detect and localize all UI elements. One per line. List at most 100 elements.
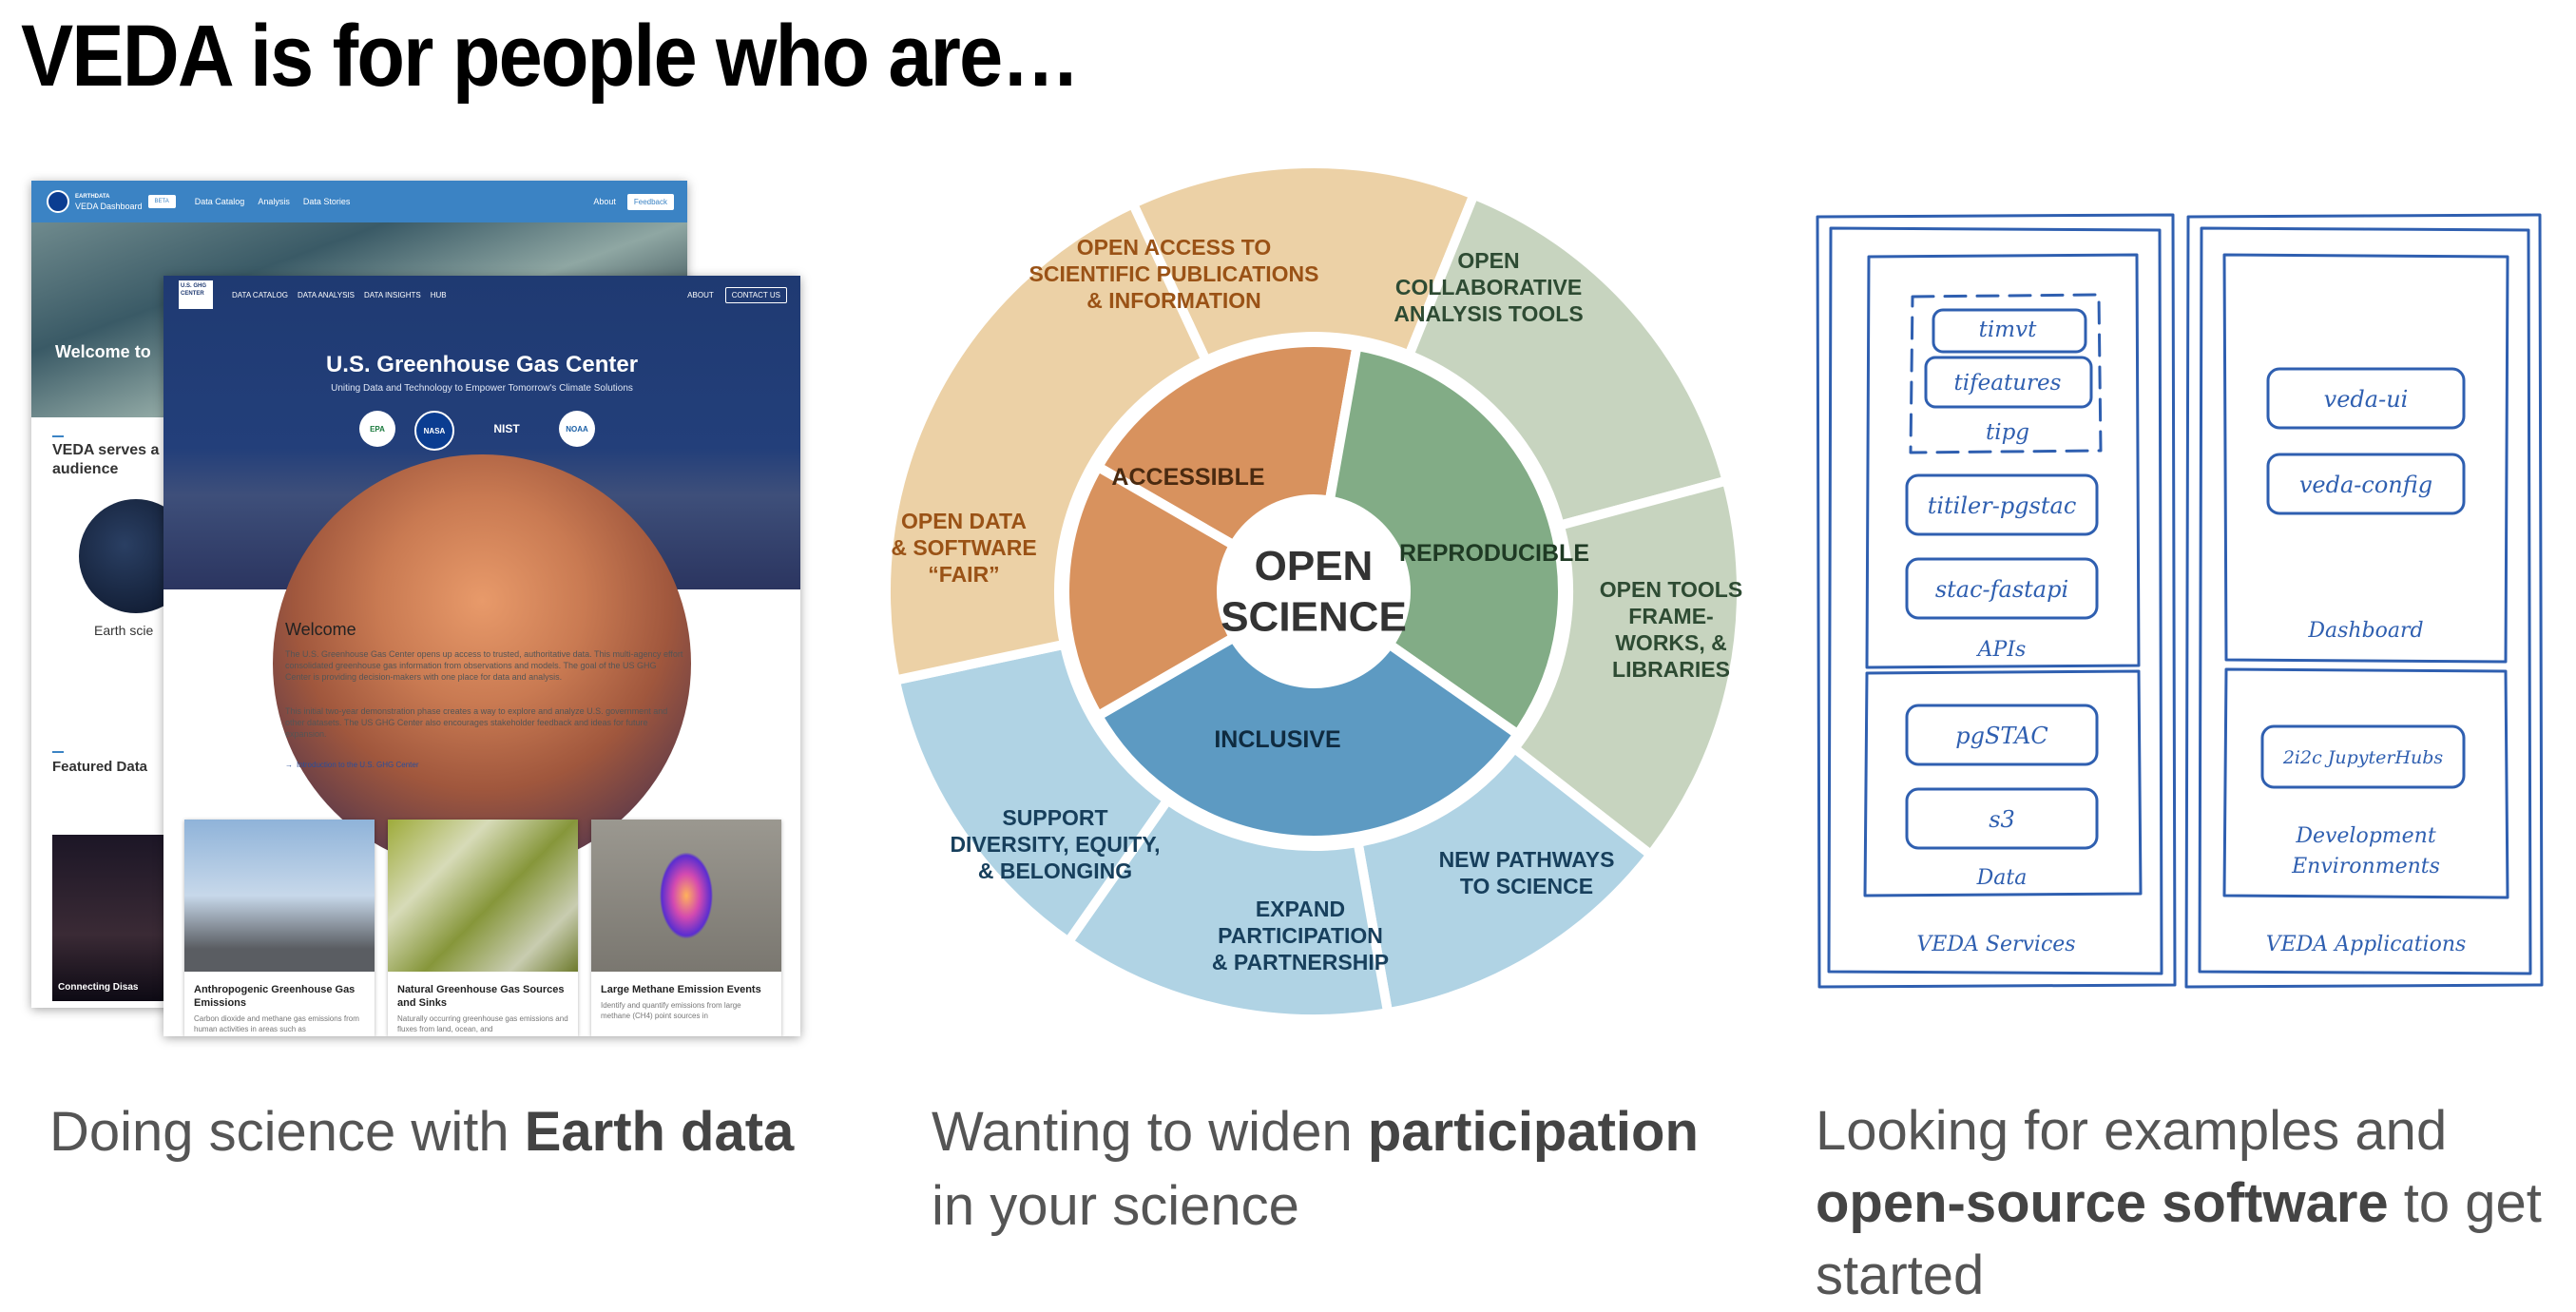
open-science-wheel: OPEN SCIENCE ACCESSIBLE REPRODUCIBLE INCLUSI…	[884, 159, 1746, 1024]
veda-applications-label: VEDA Applications	[2266, 933, 2467, 956]
s3-pill	[1905, 787, 2099, 850]
dataset-card[interactable]: Anthropogenic Greenhouse Gas Emissions C…	[184, 820, 375, 1036]
hero-welcome-text: Welcome to	[55, 342, 151, 361]
ghg-nav-about[interactable]: ABOUT	[687, 290, 714, 299]
support-diversity-label-line: DIVERSITY, EQUITY,	[950, 832, 1160, 857]
veda-services-label: VEDA Services	[1916, 933, 2075, 956]
new-pathways-label-line: NEW PATHWAYS	[1439, 847, 1615, 872]
open-access-label: OPEN ACCESS TO SCIENTIFIC PUBLICATIONS & I…	[1029, 235, 1319, 313]
planet-image	[273, 454, 691, 873]
reproducible-label-line: REPRODUCIBLE	[1399, 540, 1589, 567]
nist-logo-icon: NIST	[493, 422, 520, 435]
veda-ui-pill	[2266, 367, 2466, 430]
agency-logos: EPA NASA NIST NOAA	[359, 411, 595, 451]
caption-earth-data: Doing science with Earth data	[49, 1101, 795, 1163]
segment-collab-tools	[1402, 188, 1733, 531]
data-label: Data	[1976, 866, 2028, 890]
segment-open-tools	[1508, 474, 1746, 862]
dataset-card[interactable]: Large Methane Emission Events Identify a…	[591, 820, 781, 1036]
segment-support-diversity	[889, 638, 1175, 949]
timvt-pill	[1932, 308, 2087, 354]
smokestack-image	[184, 820, 375, 972]
dashboard-box	[2222, 253, 2509, 664]
veda-ui-label: veda-ui	[2324, 386, 2409, 413]
wheel-center	[1217, 494, 1411, 688]
expand-participation-label: EXPAND PARTICIPATION & PARTNERSHIP	[1212, 897, 1389, 974]
applications-frame	[2184, 213, 2544, 989]
open-tools-label-line: LIBRARIES	[1612, 657, 1730, 682]
section-accent	[52, 435, 64, 437]
pgstac-pill	[1905, 704, 2099, 766]
inclusive-label-line: INCLUSIVE	[1214, 726, 1340, 753]
open-data-label: OPEN DATA & SOFTWARE “FAIR”	[891, 509, 1036, 587]
ghg-nav-hub[interactable]: HUB	[430, 290, 447, 299]
expand-participation-label-line: & PARTNERSHIP	[1212, 950, 1389, 974]
epa-logo-icon: EPA	[359, 411, 395, 447]
card-description: Identify and quantify emissions from lar…	[601, 1001, 741, 1020]
card-title: Anthropogenic Greenhouse Gas Emissions	[194, 984, 356, 1009]
dataset-card[interactable]: Natural Greenhouse Gas Sources and Sinks…	[388, 820, 578, 1036]
apis-box	[1865, 253, 2141, 669]
veda-config-label: veda-config	[2299, 472, 2432, 498]
support-diversity-label-line: SUPPORT	[1002, 805, 1107, 830]
caption-participation: Wanting to widen participation in your s…	[932, 1101, 1699, 1237]
nav-analysis[interactable]: Analysis	[258, 197, 290, 206]
segment-open-data	[884, 197, 1213, 686]
veda-config-pill	[2266, 453, 2466, 515]
services-frame	[1816, 213, 2177, 989]
methane-plume-image	[591, 820, 781, 972]
open-tools-label-line: FRAME-	[1628, 604, 1713, 628]
card-description: Carbon dioxide and methane gas emissions…	[194, 1014, 359, 1033]
new-pathways-label-line: TO SCIENCE	[1460, 874, 1593, 898]
open-access-label-line: OPEN ACCESS TO	[1077, 235, 1271, 260]
stac-fastapi-pill	[1905, 557, 2099, 620]
earth-science-label: Earth scie	[94, 623, 154, 638]
feedback-button[interactable]: Feedback	[626, 193, 674, 210]
collab-tools-label-line: COLLABORATIVE	[1395, 275, 1582, 299]
dashboard-label: Dashboard	[2307, 619, 2423, 643]
ghg-hero: U.S. GHG CENTER DATA CATALOG DATA ANALYS…	[163, 276, 800, 873]
environments-label: Environments	[2291, 855, 2440, 878]
ghg-nav-analysis[interactable]: DATA ANALYSIS	[297, 290, 356, 299]
jupyterhubs-pill	[2260, 724, 2466, 789]
nasa-logo-icon	[47, 190, 69, 213]
stac-fastapi-label: stac-fastapi	[1935, 576, 2068, 603]
new-pathways-label: NEW PATHWAYS TO SCIENCE	[1439, 847, 1615, 898]
ghg-nav-insights[interactable]: DATA INSIGHTS	[364, 290, 421, 299]
open-data-label-line: OPEN DATA	[901, 509, 1027, 533]
open-science-center-label: OPEN SCIENCE	[1221, 543, 1407, 641]
collab-tools-label: OPEN COLLABORATIVE ANALYSIS TOOLS	[1394, 248, 1583, 326]
open-access-label-line: SCIENTIFIC PUBLICATIONS	[1029, 261, 1319, 286]
welcome-link[interactable]: → Introduction to the U.S. GHG Center	[285, 761, 419, 769]
development-label: Development	[2295, 824, 2436, 848]
open-data-label-line: & SOFTWARE	[891, 535, 1036, 560]
section-accent-2	[52, 751, 64, 753]
timvt-label: timvt	[1979, 318, 2037, 342]
card-title: Large Methane Emission Events	[601, 984, 761, 995]
collab-tools-label-line: ANALYSIS TOOLS	[1394, 301, 1583, 326]
ghg-logo[interactable]: U.S. GHG CENTER	[179, 280, 213, 309]
serves-heading: VEDA serves a audience	[52, 442, 160, 477]
nav-data-catalog[interactable]: Data Catalog	[194, 197, 245, 206]
ghg-contact-button[interactable]: CONTACT US	[724, 286, 787, 303]
welcome-paragraph-2: This initial two-year demonstration phas…	[285, 706, 668, 739]
tifeatures-pill	[1924, 356, 2093, 409]
ghg-nav-catalog[interactable]: DATA CATALOG	[232, 290, 288, 299]
veda-navbar: EARTHDATA VEDA Dashboard BETA Data Catal…	[31, 181, 687, 222]
noaa-logo-icon: NOAA	[559, 411, 595, 447]
collab-tools-label-line: OPEN	[1457, 248, 1519, 273]
open-science-center-label-line: SCIENCE	[1221, 594, 1407, 641]
nasa-logo-icon: NASA	[414, 411, 454, 451]
featured-image: Connecting Disas	[52, 835, 166, 1001]
beta-badge: BETA	[147, 195, 176, 208]
featured-heading: Featured Data	[52, 759, 148, 775]
apis-label: APIs	[1976, 638, 2027, 662]
expand-participation-label-line: EXPAND	[1256, 897, 1345, 921]
titiler-pgstac-label: titiler-pgstac	[1928, 492, 2077, 519]
services-frame-inner	[1827, 226, 2163, 975]
open-tools-label: OPEN TOOLS FRAME-WORKS, & LIBRARIES	[1600, 577, 1742, 682]
open-tools-label-line: OPEN TOOLS	[1600, 577, 1742, 602]
nav-data-stories[interactable]: Data Stories	[302, 197, 351, 206]
nav-about[interactable]: About	[593, 197, 616, 206]
wetland-image	[388, 820, 578, 972]
